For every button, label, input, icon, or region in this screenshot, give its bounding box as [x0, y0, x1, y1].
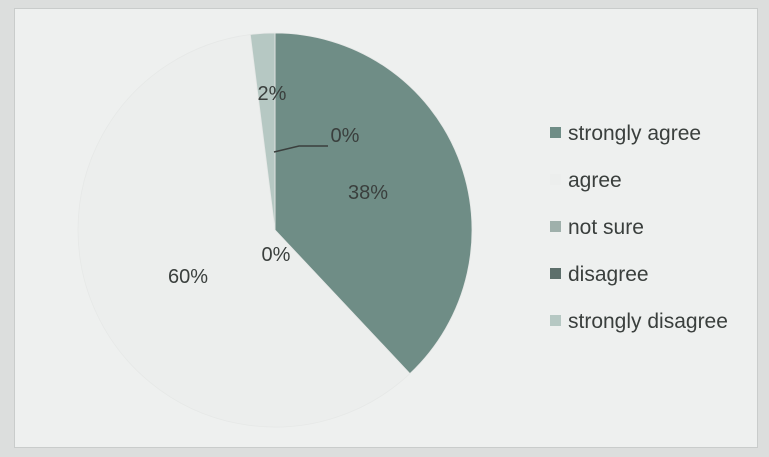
slice-agree [77, 34, 411, 428]
legend-swatch-not-sure [550, 221, 561, 232]
pie-slices [77, 32, 473, 428]
legend-label-not-sure: not sure [568, 216, 644, 239]
data-labels: 38% 60% 0% 0% 2% [168, 83, 388, 288]
leader-lines [273, 145, 328, 153]
data-label-agree: 60% [168, 266, 208, 288]
legend-swatch-strongly-disagree [550, 315, 561, 326]
legend-swatch-disagree [550, 268, 561, 279]
legend-swatch-agree [550, 174, 561, 185]
data-label-disagree: 0% [331, 125, 360, 147]
data-label-strongly-disagree: 2% [258, 83, 287, 105]
data-label-not-sure: 0% [262, 244, 291, 266]
leader-line-disagree [273, 145, 328, 153]
slice-strongly-disagree [249, 32, 276, 231]
slice-strongly-agree [274, 32, 473, 375]
legend-swatch-strongly-agree [550, 127, 561, 138]
legend-label-strongly-agree: strongly agree [568, 122, 701, 145]
legend-label-agree: agree [568, 169, 622, 192]
legend: strongly agree agree not sure disagree stron… [550, 122, 728, 333]
legend-label-strongly-disagree: strongly disagree [568, 310, 728, 333]
legend-label-disagree: disagree [568, 263, 649, 286]
data-label-strongly-agree: 38% [348, 182, 388, 204]
